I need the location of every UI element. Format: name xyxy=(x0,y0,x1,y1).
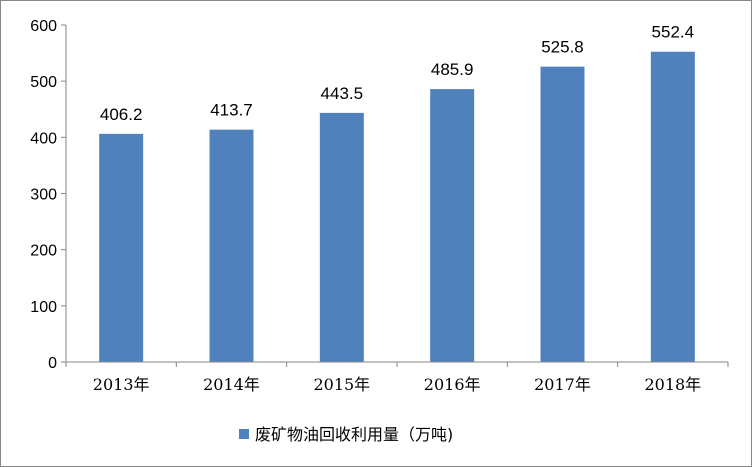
y-tick-label: 200 xyxy=(30,243,57,260)
legend: 废矿物油回收利用量（万吨) xyxy=(239,425,453,444)
x-axis: 2013年 2014年 2015年 2016年 2017年 2018年 xyxy=(65,361,729,394)
bar xyxy=(319,112,364,362)
legend-swatch xyxy=(239,429,249,439)
x-tick-label: 2018年 xyxy=(644,375,701,394)
bar xyxy=(430,89,475,362)
y-tick-label: 100 xyxy=(30,299,57,316)
data-label: 443.5 xyxy=(321,84,364,103)
bar xyxy=(540,66,585,363)
x-tick-label: 2014年 xyxy=(203,375,260,394)
bar xyxy=(99,133,144,362)
x-tick-label: 2013年 xyxy=(93,375,150,394)
x-tick-label: 2015年 xyxy=(313,375,370,394)
y-tick-label: 400 xyxy=(30,130,57,147)
x-tick-label: 2016年 xyxy=(424,375,481,394)
x-tick-label: 2017年 xyxy=(534,375,591,394)
y-tick-label: 0 xyxy=(48,355,57,372)
data-label: 413.7 xyxy=(210,101,253,120)
bar xyxy=(650,51,695,363)
y-axis: 0 100 200 300 400 500 600 xyxy=(30,18,67,372)
data-label: 552.4 xyxy=(652,23,695,42)
data-label: 406.2 xyxy=(100,105,143,124)
y-tick-label: 500 xyxy=(30,74,57,91)
bar xyxy=(209,129,254,362)
bars: 406.2 413.7 443.5 485.9 525.8 552.4 xyxy=(99,23,695,363)
data-label: 485.9 xyxy=(431,60,474,79)
data-label: 525.8 xyxy=(541,38,584,57)
legend-label: 废矿物油回收利用量（万吨) xyxy=(255,425,453,444)
y-tick-label: 300 xyxy=(30,187,57,204)
y-tick-label: 600 xyxy=(30,18,57,35)
